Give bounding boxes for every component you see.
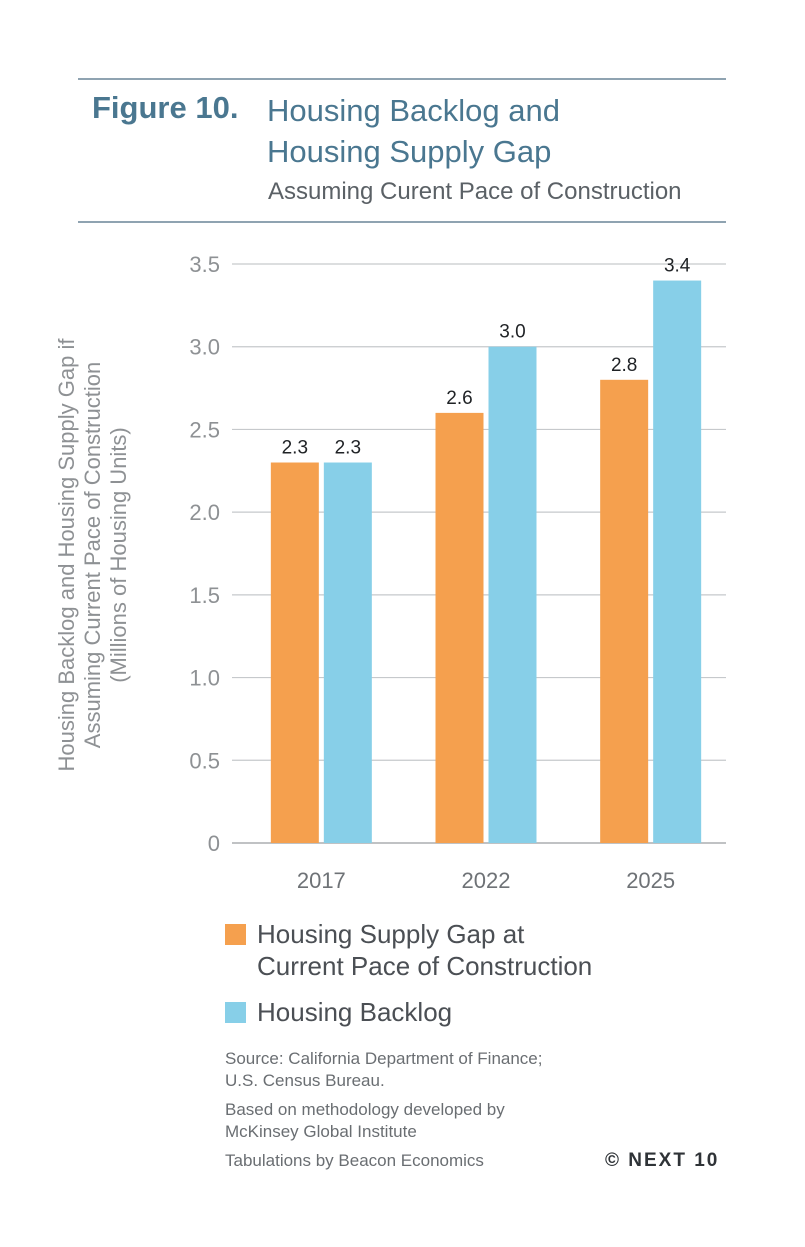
data-label: 3.0 — [499, 322, 525, 343]
y-tick-label: 0.5 — [189, 748, 220, 773]
figure-title-line-2: Housing Supply Gap — [267, 134, 552, 169]
bar-backlog-2025 — [653, 280, 702, 843]
x-axis-ticks: 2017 2022 2025 — [297, 868, 675, 893]
data-labels: 2.3 2.3 2.6 3.0 2.8 3.4 — [282, 256, 691, 459]
x-tick-label: 2025 — [626, 868, 675, 893]
data-label: 2.8 — [611, 355, 637, 376]
legend-label-supply-gap-line-2: Current Pace of Construction — [257, 951, 593, 981]
y-tick-label: 2.0 — [189, 500, 220, 525]
bar-backlog-2017 — [323, 462, 372, 843]
methodology-line-2: McKinsey Global Institute — [225, 1122, 417, 1141]
figure-subtitle: Assuming Curent Pace of Construction — [268, 178, 682, 205]
legend-label-backlog: Housing Backlog — [257, 997, 453, 1027]
y-tick-label: 0 — [208, 831, 220, 856]
y-axis-ticks: 0 0.5 1.0 1.5 2.0 2.5 3.0 3.5 — [189, 252, 220, 856]
data-label: 2.3 — [335, 438, 361, 459]
y-axis-title: Housing Backlog and Housing Supply Gap i… — [54, 338, 131, 772]
data-label: 3.4 — [664, 256, 691, 277]
figure-title-line-1: Housing Backlog and — [267, 93, 560, 128]
bar-supply-gap-2025 — [600, 379, 649, 843]
legend-label-supply-gap: Housing Supply Gap at Current Pace of Co… — [257, 918, 592, 982]
bars — [270, 280, 702, 843]
methodology-line-1: Based on methodology developed by — [225, 1100, 505, 1119]
source-line-1: Source: California Department of Finance… — [225, 1049, 543, 1068]
bar-backlog-2022 — [488, 346, 537, 843]
header-rule — [78, 221, 726, 223]
y-tick-label: 2.5 — [189, 417, 220, 442]
copyright-mark: © NEXT 10 — [605, 1150, 720, 1171]
y-tick-label: 3.5 — [189, 252, 220, 277]
x-tick-label: 2017 — [297, 868, 346, 893]
y-tick-label: 1.5 — [189, 583, 220, 608]
top-rule — [78, 78, 726, 80]
bar-supply-gap-2022 — [435, 412, 484, 843]
y-axis-title-line-2: Assuming Current Pace of Construction — [80, 362, 105, 748]
y-tick-label: 3.0 — [189, 335, 220, 360]
legend-swatch-backlog — [225, 1002, 246, 1023]
legend-swatch-supply-gap — [225, 924, 246, 945]
data-label: 2.6 — [446, 388, 472, 409]
source-line-2: U.S. Census Bureau. — [225, 1071, 385, 1090]
y-axis-title-line-1: Housing Backlog and Housing Supply Gap i… — [54, 338, 79, 772]
methodology-note: Based on methodology developed by McKins… — [225, 1099, 505, 1143]
x-tick-label: 2022 — [462, 868, 511, 893]
figure-label: Figure 10. — [92, 90, 239, 125]
figure-title: Housing Backlog and Housing Supply Gap — [267, 90, 560, 172]
bar-supply-gap-2017 — [270, 462, 319, 843]
tabulations-note: Tabulations by Beacon Economics — [225, 1151, 484, 1170]
source-note: Source: California Department of Finance… — [225, 1048, 543, 1092]
y-axis-title-line-3: (Millions of Housing Units) — [106, 427, 131, 683]
y-tick-label: 1.0 — [189, 666, 220, 691]
legend-label-supply-gap-line-1: Housing Supply Gap at — [257, 919, 525, 949]
data-label: 2.3 — [282, 438, 308, 459]
